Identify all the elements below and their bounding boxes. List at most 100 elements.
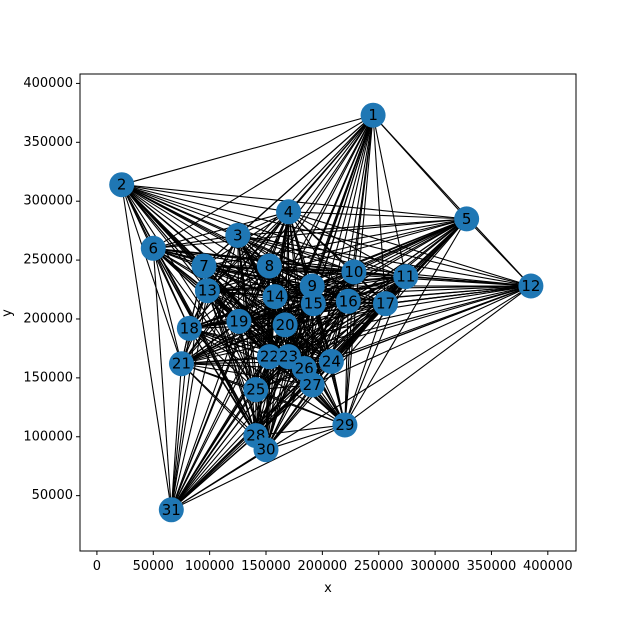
edge-25-31 [170,389,257,511]
node-label-30: 30 [256,441,275,459]
node-label-5: 5 [462,210,472,228]
edge-14-31 [170,296,276,511]
edge-12-31 [171,285,532,511]
node-21 [168,351,194,377]
edge-19-24 [238,320,332,362]
node-label-2: 2 [117,176,127,194]
plot-frame [79,73,577,552]
node-24 [318,348,344,374]
node-1 [360,102,386,128]
edge-18-27 [189,327,313,386]
edge-12-21 [181,285,532,365]
node-label-23: 23 [279,348,298,366]
edge-4-18 [188,211,289,329]
edge-12-27 [311,285,532,386]
edge-1-14 [274,114,374,297]
edge-26-31 [170,368,305,511]
node-label-14: 14 [265,288,284,306]
edge-30-31 [171,449,267,511]
node-9 [299,273,325,299]
x-tick-label: 200000 [298,559,348,574]
node-label-11: 11 [396,268,415,286]
edge-17-31 [170,303,386,511]
edge-1-12 [372,114,532,287]
node-25 [243,377,269,403]
node-7 [191,253,217,279]
edge-12-13 [207,285,531,292]
edge-17-20 [285,303,386,326]
edge-3-10 [237,234,355,273]
node-label-12: 12 [521,277,540,295]
x-tick-label: 300000 [410,559,460,574]
edge-4-5 [288,211,467,220]
edge-5-8 [269,218,467,267]
edge-1-17 [372,115,387,304]
node-label-16: 16 [339,292,358,310]
y-tick-label: 100000 [23,429,73,444]
y-tick-label: 50000 [32,488,73,503]
x-tick-label: 100000 [185,559,235,574]
node-11 [393,264,419,290]
y-tick-label: 150000 [23,370,73,385]
edge-3-5 [237,218,467,236]
edge-11-14 [274,276,406,298]
node-label-18: 18 [180,319,199,337]
node-2 [109,172,135,198]
edge-29-31 [171,424,346,511]
edge-4-13 [206,211,289,292]
node-label-6: 6 [148,239,158,257]
edge-1-8 [268,114,374,267]
x-tick-label: 150000 [241,559,291,574]
node-16 [335,288,361,314]
edge-2-21 [121,184,182,364]
edge-5-12 [466,218,532,287]
node-4 [276,199,302,225]
edge-17-26 [303,303,386,369]
node-6 [140,235,166,261]
edge-23-31 [170,356,289,511]
node-27 [299,372,325,398]
edge-18-29 [189,327,346,426]
x-tick-label: 0 [93,559,101,574]
edge-28-29 [255,424,345,437]
node-label-24: 24 [322,352,341,370]
edge-7-14 [203,265,276,298]
y-axis-ticks: 50000 100000 150000 200000 250000 300000 35000… [23,76,80,503]
y-tick-label: 350000 [23,135,73,150]
edge-5-6 [153,218,467,249]
edge-4-6 [153,211,289,249]
y-tick-label: 400000 [23,76,73,91]
edge-18-24 [189,327,332,362]
node-label-10: 10 [344,263,363,281]
node-label-15: 15 [304,295,323,313]
y-tick-label: 200000 [23,311,73,326]
edge-13-15 [207,290,314,305]
edge-16-31 [170,300,349,511]
edge-17-30 [265,303,386,451]
edge-17-23 [288,303,386,358]
node-14 [262,284,288,310]
edge-16-27 [311,301,349,386]
edge-11-31 [170,276,407,511]
node-15 [300,291,326,317]
edge-6-21 [152,248,182,364]
node-3 [225,222,251,248]
edge-26-28 [255,368,305,436]
edge-17-29 [344,303,387,426]
node-label-31: 31 [162,501,181,519]
node-5 [454,206,480,232]
node-18 [176,315,202,341]
edge-24-25 [255,360,332,391]
node-label-21: 21 [172,355,191,373]
node-30 [253,437,279,463]
edge-19-29 [238,320,346,426]
edge-25-29 [255,389,346,426]
edge-12-29 [344,285,532,426]
node-label-19: 19 [229,312,248,330]
y-tick-label: 300000 [23,194,73,209]
node-label-20: 20 [276,316,295,334]
edge-15-21 [181,303,314,365]
edge-4-12 [288,211,532,287]
